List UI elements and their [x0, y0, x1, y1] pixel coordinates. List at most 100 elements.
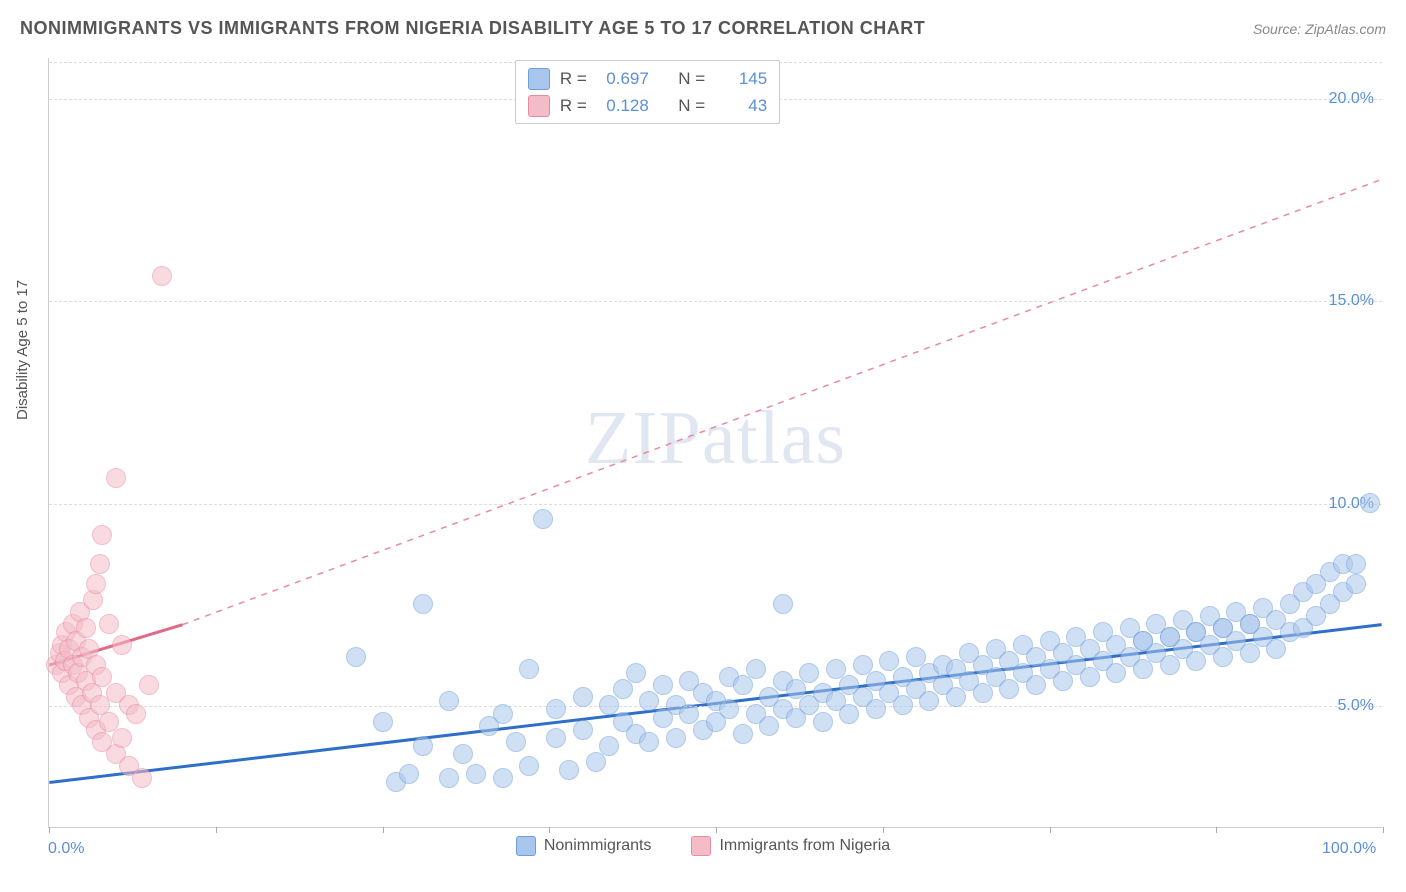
data-point — [533, 509, 553, 529]
data-point — [519, 659, 539, 679]
data-point — [759, 716, 779, 736]
data-point — [519, 756, 539, 776]
data-point — [1133, 659, 1153, 679]
data-point — [573, 687, 593, 707]
data-point — [92, 525, 112, 545]
y-tick-label: 15.0% — [1329, 292, 1374, 310]
data-point — [573, 720, 593, 740]
data-point — [132, 768, 152, 788]
chart-title: NONIMMIGRANTS VS IMMIGRANTS FROM NIGERIA… — [20, 18, 925, 39]
data-point — [1240, 643, 1260, 663]
data-point — [613, 679, 633, 699]
gridline — [49, 301, 1382, 302]
data-point — [773, 594, 793, 614]
data-point — [1160, 655, 1180, 675]
n-value: 43 — [715, 92, 767, 119]
x-tick-mark — [49, 827, 50, 833]
data-point — [413, 594, 433, 614]
data-point — [139, 675, 159, 695]
data-point — [112, 728, 132, 748]
data-point — [639, 732, 659, 752]
legend-swatch — [516, 836, 536, 856]
y-tick-label: 5.0% — [1338, 697, 1374, 715]
n-value: 145 — [715, 65, 767, 92]
correlation-legend-row: R =0.128 N =43 — [528, 92, 767, 119]
legend-swatch — [528, 68, 550, 90]
y-axis-label: Disability Age 5 to 17 — [14, 280, 31, 420]
data-point — [946, 687, 966, 707]
data-point — [453, 744, 473, 764]
data-point — [999, 679, 1019, 699]
data-point — [1106, 663, 1126, 683]
x-tick-mark — [383, 827, 384, 833]
data-point — [813, 712, 833, 732]
data-point — [733, 724, 753, 744]
x-tick-mark — [1050, 827, 1051, 833]
data-point — [626, 663, 646, 683]
data-point — [1186, 622, 1206, 642]
data-point — [546, 699, 566, 719]
data-point — [1346, 554, 1366, 574]
watermark: ZIPatlas — [585, 395, 846, 482]
source-label: Source: ZipAtlas.com — [1253, 21, 1386, 37]
gridline — [49, 504, 1382, 505]
data-point — [493, 768, 513, 788]
data-point — [106, 468, 126, 488]
data-point — [919, 691, 939, 711]
legend-label: Immigrants from Nigeria — [719, 837, 890, 855]
y-tick-label: 20.0% — [1329, 90, 1374, 108]
data-point — [1213, 647, 1233, 667]
data-point — [1080, 667, 1100, 687]
data-point — [346, 647, 366, 667]
data-point — [152, 266, 172, 286]
data-point — [1346, 574, 1366, 594]
data-point — [866, 699, 886, 719]
data-point — [653, 675, 673, 695]
data-point — [439, 691, 459, 711]
data-point — [466, 764, 486, 784]
data-point — [1160, 627, 1180, 647]
data-point — [1053, 671, 1073, 691]
x-tick-mark — [216, 827, 217, 833]
data-point — [76, 618, 96, 638]
data-point — [1240, 614, 1260, 634]
data-point — [1360, 493, 1380, 513]
legend-item: Nonimmigrants — [516, 836, 652, 856]
correlation-legend-row: R =0.697 N =145 — [528, 65, 767, 92]
legend-swatch — [528, 95, 550, 117]
data-point — [1186, 651, 1206, 671]
r-value: 0.697 — [597, 65, 649, 92]
data-point — [893, 695, 913, 715]
data-point — [112, 635, 132, 655]
data-point — [719, 699, 739, 719]
data-point — [839, 704, 859, 724]
data-point — [399, 764, 419, 784]
data-point — [666, 728, 686, 748]
x-tick-mark — [549, 827, 550, 833]
x-tick-mark — [1216, 827, 1217, 833]
data-point — [413, 736, 433, 756]
data-point — [546, 728, 566, 748]
x-tick-mark — [716, 827, 717, 833]
legend-swatch — [691, 836, 711, 856]
data-point — [799, 663, 819, 683]
data-point — [1133, 631, 1153, 651]
data-point — [373, 712, 393, 732]
data-point — [493, 704, 513, 724]
data-point — [90, 554, 110, 574]
x-tick-mark — [883, 827, 884, 833]
data-point — [506, 732, 526, 752]
data-point — [586, 752, 606, 772]
data-point — [733, 675, 753, 695]
scatter-plot: ZIPatlas 5.0%10.0%15.0%20.0% — [48, 58, 1382, 828]
data-point — [746, 659, 766, 679]
legend-label: Nonimmigrants — [544, 837, 652, 855]
data-point — [973, 683, 993, 703]
legend-item: Immigrants from Nigeria — [691, 836, 890, 856]
correlation-legend: R =0.697 N =145R =0.128 N =43 — [515, 60, 780, 124]
data-point — [99, 614, 119, 634]
data-point — [1026, 675, 1046, 695]
data-point — [1266, 639, 1286, 659]
data-point — [559, 760, 579, 780]
data-point — [86, 574, 106, 594]
